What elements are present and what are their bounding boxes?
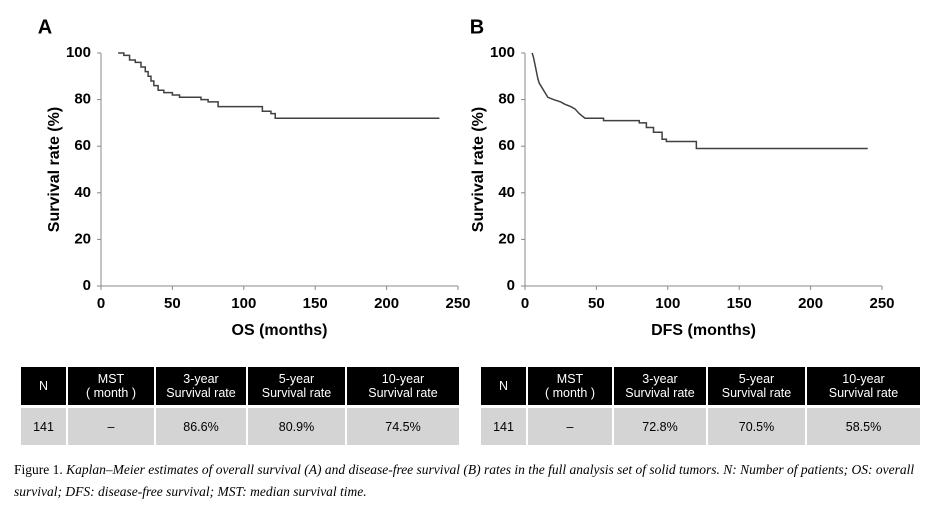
y-tick-label: 20: [498, 230, 515, 247]
y-axis-title: Survival rate (%): [470, 107, 487, 232]
cell-text: N: [498, 379, 509, 393]
cell-text: Survival rate: [166, 386, 236, 400]
data-cell: 86.6%: [156, 408, 246, 445]
x-axis-title: OS (months): [232, 322, 328, 339]
y-tick-label: 100: [66, 44, 91, 61]
y-tick-label: 80: [498, 91, 515, 108]
x-tick-label: 0: [97, 295, 105, 312]
x-tick-label: 200: [798, 295, 823, 312]
data-cell: 80.9%: [248, 408, 345, 445]
x-tick-label: 250: [445, 295, 470, 312]
cell-text: 141: [33, 419, 54, 434]
cell-text: 80.9%: [278, 419, 315, 434]
data-cell: –: [68, 408, 154, 445]
caption: Figure 1. Kaplan–Meier estimates of over…: [14, 459, 934, 503]
cell-text: 5-year: [738, 372, 775, 386]
cell-text: Survival rate: [721, 386, 792, 400]
y-tick-label: 0: [507, 277, 515, 294]
x-axis-title: DFS (months): [651, 322, 756, 339]
cell-text: Survival rate: [261, 386, 332, 400]
header-cell: 10-year Survival rate: [347, 367, 459, 405]
header-cell: 3-year Survival rate: [156, 367, 246, 405]
cell-text: 3-year: [183, 372, 219, 386]
panel-label: A: [38, 16, 52, 38]
cell-text: 3-year: [642, 372, 678, 386]
caption-label: Figure 1.: [14, 462, 63, 477]
x-tick-label: 50: [588, 295, 605, 312]
cell-text: 10-year: [381, 372, 425, 386]
y-tick-label: 40: [498, 184, 515, 201]
cell-text: MST: [556, 372, 584, 386]
cell-text: –: [566, 419, 574, 434]
y-tick-label: 40: [74, 184, 91, 201]
data-cell: –: [528, 408, 612, 445]
y-tick-label: 80: [74, 91, 91, 108]
y-tick-label: 20: [74, 230, 91, 247]
data-cell: 141: [21, 408, 66, 445]
cell-text: MST: [97, 372, 125, 386]
cell-text: ( month ): [544, 386, 595, 400]
caption-text: Kaplan–Meier estimates of overall surviv…: [14, 462, 915, 499]
data-cell: 141: [481, 408, 526, 445]
x-tick-label: 50: [164, 295, 181, 312]
cell-text: –: [107, 419, 115, 434]
data-cell: 72.8%: [614, 408, 706, 445]
y-tick-label: 60: [498, 137, 515, 154]
header-cell: N: [481, 367, 526, 405]
y-tick-label: 60: [74, 137, 91, 154]
cell-text: Survival rate: [368, 386, 438, 400]
header-cell: N: [21, 367, 66, 405]
y-tick-label: 0: [83, 277, 91, 294]
x-tick-label: 100: [231, 295, 256, 312]
header-cell: MST( month ): [528, 367, 612, 405]
header-cell: 5-year Survival rate: [248, 367, 345, 405]
header-cell: 3-year Survival rate: [614, 367, 706, 405]
cell-text: 70.5%: [738, 419, 775, 434]
y-tick-label: 100: [490, 44, 515, 61]
survival-curve: [118, 52, 440, 119]
cell-text: ( month ): [85, 386, 136, 400]
cell-text: Survival rate: [625, 386, 695, 400]
header-cell: 5-year Survival rate: [708, 367, 805, 405]
cell-text: Survival rate: [828, 386, 899, 400]
cell-text: 5-year: [278, 372, 315, 386]
x-tick-label: 250: [869, 295, 894, 312]
header-cell: MST( month ): [68, 367, 154, 405]
x-tick-label: 0: [521, 295, 529, 312]
y-axis-title: Survival rate (%): [46, 107, 63, 232]
cell-text: 10-year: [842, 372, 885, 386]
x-tick-label: 200: [374, 295, 399, 312]
panel-label: B: [470, 16, 484, 38]
cell-text: 74.5%: [385, 419, 421, 434]
cell-text: 86.6%: [183, 419, 219, 434]
x-tick-label: 150: [727, 295, 752, 312]
cell-text: 141: [493, 419, 514, 434]
data-cell: 58.5%: [807, 408, 920, 445]
data-cell: 70.5%: [708, 408, 805, 445]
cell-text: N: [38, 379, 49, 393]
header-cell: 10-year Survival rate: [807, 367, 920, 405]
cell-text: 72.8%: [642, 419, 678, 434]
survival-curve: [531, 52, 868, 150]
cell-text: 58.5%: [845, 419, 882, 434]
x-tick-label: 150: [303, 295, 328, 312]
x-tick-label: 100: [655, 295, 680, 312]
data-cell: 74.5%: [347, 408, 459, 445]
